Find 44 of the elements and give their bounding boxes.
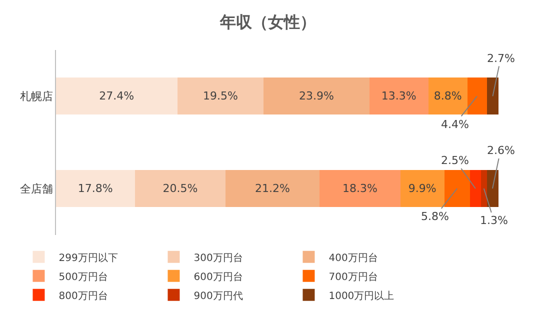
- bar: [486, 78, 499, 115]
- bar: [428, 78, 468, 115]
- chart-title: 年収（女性）: [219, 12, 316, 32]
- legend-label: 700万円台: [328, 270, 378, 283]
- data-label: 5.8%: [421, 210, 449, 223]
- y-tick-label: 札幌店: [20, 90, 53, 104]
- bar: [400, 170, 444, 207]
- bar: [369, 78, 428, 115]
- y-tick-label: 全店舗: [20, 182, 53, 196]
- data-label: 1.3%: [480, 214, 508, 227]
- legend-label: 400万円台: [328, 252, 378, 264]
- legend-label: 900万円代: [194, 290, 243, 302]
- bar: [177, 78, 264, 115]
- data-label: 20.5%: [162, 182, 198, 195]
- bar: [467, 78, 487, 115]
- legend-label: 1000万円以上: [328, 290, 394, 302]
- legend-label: 500万円台: [58, 270, 108, 283]
- data-label: 4.4%: [441, 118, 469, 131]
- bar: [486, 170, 498, 207]
- data-label: 13.3%: [381, 90, 416, 103]
- data-label: 18.3%: [342, 182, 378, 195]
- bar: [319, 170, 400, 207]
- legend-label: 600万円台: [194, 270, 243, 283]
- bar: [470, 170, 481, 207]
- data-label: 27.4%: [99, 90, 134, 103]
- data-label: 2.6%: [487, 144, 515, 157]
- bar: [56, 170, 135, 207]
- legend-label: 299万円以下: [58, 252, 118, 264]
- bar: [444, 170, 470, 207]
- data-label: 17.8%: [78, 182, 113, 195]
- data-label: 21.2%: [255, 182, 290, 195]
- legend-label: 300万円台: [194, 252, 243, 264]
- data-label: 8.8%: [434, 90, 462, 103]
- bar: [56, 78, 178, 115]
- data-label: 19.5%: [202, 90, 238, 103]
- data-label: 2.7%: [487, 52, 515, 65]
- bar: [264, 78, 370, 115]
- data-label: 23.9%: [299, 90, 334, 103]
- legend-label: 800万円台: [58, 290, 108, 302]
- bar: [480, 170, 487, 207]
- bar: [134, 170, 226, 207]
- bar: [226, 170, 320, 207]
- data-label: 2.5%: [441, 154, 469, 167]
- data-label: 9.9%: [408, 182, 436, 195]
